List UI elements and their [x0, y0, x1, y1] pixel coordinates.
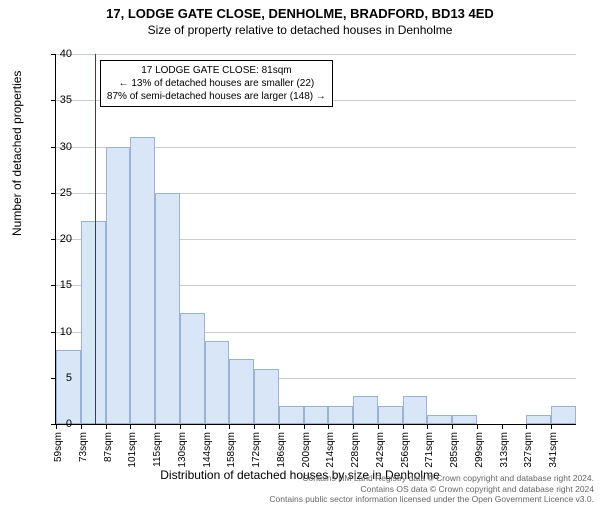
x-tick	[452, 424, 453, 429]
x-tick	[427, 424, 428, 429]
x-tick	[130, 424, 131, 429]
x-tick	[81, 424, 82, 429]
histogram-bar	[353, 396, 378, 424]
x-tick-label: 285sqm	[449, 432, 460, 472]
x-tick	[106, 424, 107, 429]
x-tick	[155, 424, 156, 429]
x-tick-label: 73sqm	[78, 432, 89, 472]
x-tick-label: 256sqm	[400, 432, 411, 472]
grid-line	[56, 54, 576, 55]
y-tick-label: 10	[52, 326, 72, 338]
footer-line: Contains OS data © Crown copyright and d…	[269, 484, 594, 494]
x-tick-label: 186sqm	[276, 432, 287, 472]
x-tick-label: 341sqm	[548, 432, 559, 472]
x-tick	[180, 424, 181, 429]
histogram-bar	[403, 396, 428, 424]
x-tick-label: 115sqm	[152, 432, 163, 472]
x-tick-label: 130sqm	[177, 432, 188, 472]
x-tick	[502, 424, 503, 429]
histogram-bar	[304, 406, 329, 425]
annotation-box: 17 LODGE GATE CLOSE: 81sqm← 13% of detac…	[100, 60, 333, 107]
histogram-bar	[328, 406, 353, 425]
x-tick-label: 101sqm	[127, 432, 138, 472]
footer-attribution: Contains HM Land Registry data © Crown c…	[269, 473, 594, 504]
reference-line	[95, 54, 96, 424]
histogram-bar	[155, 193, 180, 424]
x-tick	[279, 424, 280, 429]
y-axis-label: Number of detached properties	[10, 71, 24, 236]
footer-line: Contains public sector information licen…	[269, 494, 594, 504]
x-tick-label: 144sqm	[202, 432, 213, 472]
x-tick	[229, 424, 230, 429]
x-tick-label: 158sqm	[226, 432, 237, 472]
histogram-bar	[526, 415, 551, 424]
histogram-bar	[551, 406, 576, 425]
x-tick-label: 242sqm	[375, 432, 386, 472]
x-tick	[378, 424, 379, 429]
x-tick	[551, 424, 552, 429]
x-tick-label: 299sqm	[474, 432, 485, 472]
x-tick-label: 214sqm	[325, 432, 336, 472]
histogram-bar	[81, 221, 106, 425]
y-tick-label: 5	[52, 372, 72, 384]
histogram-bar	[279, 406, 304, 425]
histogram-bar	[180, 313, 205, 424]
histogram-bar	[378, 406, 403, 425]
x-tick-label: 327sqm	[523, 432, 534, 472]
x-tick	[328, 424, 329, 429]
x-tick	[254, 424, 255, 429]
y-tick-label: 40	[52, 48, 72, 60]
histogram-bar	[106, 147, 131, 425]
x-tick	[526, 424, 527, 429]
x-tick-label: 59sqm	[53, 432, 64, 472]
y-tick-label: 15	[52, 279, 72, 291]
y-tick-label: 0	[52, 418, 72, 430]
histogram-bar	[56, 350, 81, 424]
y-tick-label: 25	[52, 187, 72, 199]
chart-title: 17, LODGE GATE CLOSE, DENHOLME, BRADFORD…	[0, 6, 600, 21]
annotation-line: 17 LODGE GATE CLOSE: 81sqm	[107, 64, 326, 77]
x-tick	[477, 424, 478, 429]
x-tick-label: 271sqm	[424, 432, 435, 472]
y-tick-label: 30	[52, 141, 72, 153]
x-tick-label: 87sqm	[103, 432, 114, 472]
histogram-bar	[254, 369, 279, 425]
x-tick	[205, 424, 206, 429]
histogram-bar	[452, 415, 477, 424]
x-tick-label: 172sqm	[251, 432, 262, 472]
y-tick-label: 20	[52, 233, 72, 245]
x-tick	[304, 424, 305, 429]
x-tick-label: 228sqm	[350, 432, 361, 472]
y-tick-label: 35	[52, 94, 72, 106]
histogram-bar	[427, 415, 452, 424]
annotation-line: 87% of semi-detached houses are larger (…	[107, 90, 326, 103]
footer-line: Contains HM Land Registry data © Crown c…	[269, 473, 594, 483]
annotation-line: ← 13% of detached houses are smaller (22…	[107, 77, 326, 90]
histogram-bar	[130, 137, 155, 424]
histogram-bar	[205, 341, 230, 424]
x-tick	[403, 424, 404, 429]
x-tick	[353, 424, 354, 429]
chart-subtitle: Size of property relative to detached ho…	[0, 23, 600, 37]
x-tick-label: 200sqm	[301, 432, 312, 472]
histogram-bar	[229, 359, 254, 424]
chart-plot-area	[55, 54, 576, 425]
x-tick-label: 313sqm	[499, 432, 510, 472]
